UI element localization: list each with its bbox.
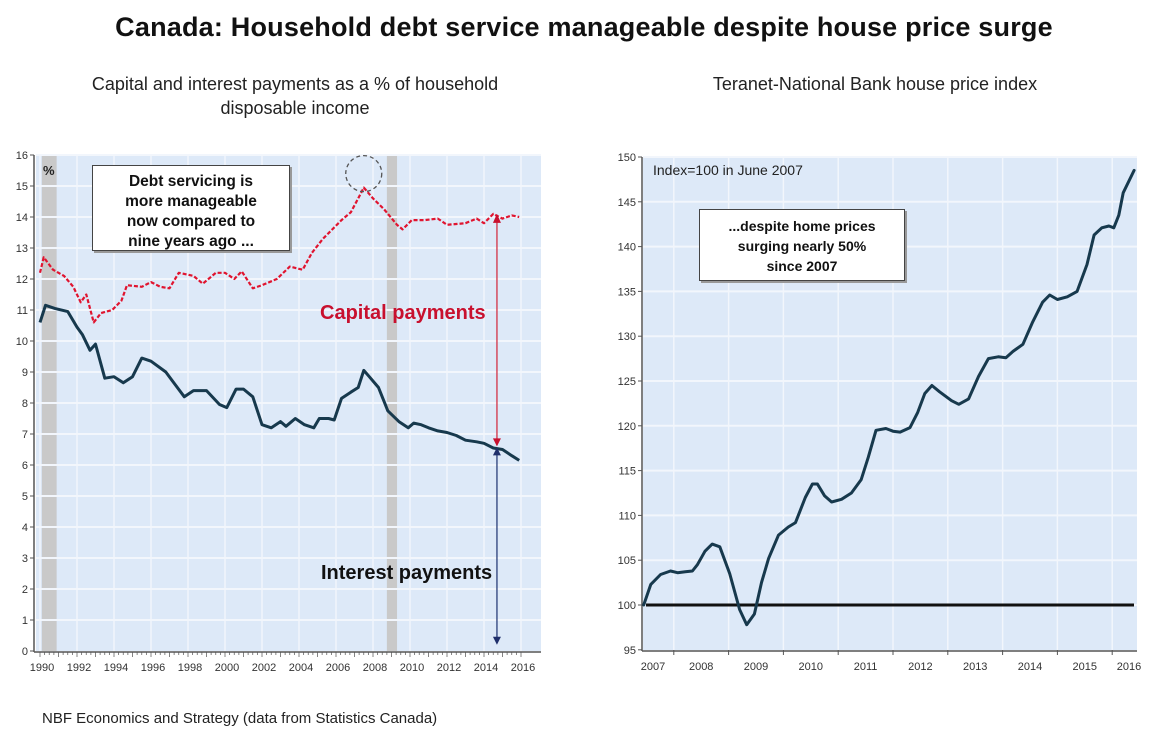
x-tick-label: 1992 (67, 662, 91, 674)
y-tick-label: 150 (618, 152, 636, 164)
x-tick-label: 2013 (963, 661, 987, 673)
main-title: Canada: Household debt service manageabl… (115, 12, 1053, 42)
x-tick-label: 2012 (437, 662, 461, 674)
right-annotation-line-3: since 2007 (766, 258, 838, 274)
left-annotation-line-1: Debt servicing is (128, 173, 254, 190)
x-tick-label: 2007 (641, 661, 665, 673)
x-tick-label: 2012 (908, 661, 932, 673)
x-tick-label: 2014 (1018, 661, 1042, 673)
x-tick-label: 2010 (799, 661, 823, 673)
interest-payments-label: Interest payments (321, 562, 493, 584)
capital-arrow-head-up (492, 213, 501, 223)
y-tick-label: 10 (16, 336, 28, 348)
capital-payments-label: Capital payments (320, 302, 486, 324)
left-annotation-line-3: now compared to (126, 213, 256, 230)
x-tick-label: 2016 (1117, 661, 1141, 673)
y-tick-label: 135 (618, 286, 636, 298)
left-annotation-box: Debt servicing is more manageable now co… (92, 165, 290, 251)
y-tick-label: 110 (618, 510, 636, 522)
y-tick-label: 4 (22, 522, 28, 534)
y-tick-label: 11 (17, 305, 28, 317)
right-annotation-line-2: surging nearly 50% (737, 238, 867, 254)
y-tick-label: 95 (624, 645, 636, 657)
x-tick-label: 1996 (141, 662, 165, 674)
y-tick-label: 140 (618, 242, 636, 254)
interest-payments-line (38, 303, 521, 462)
x-tick-label: 2014 (474, 662, 498, 674)
y-tick-label: 125 (618, 376, 636, 388)
y-tick-label: 6 (22, 460, 28, 472)
x-tick-label: 2000 (215, 662, 239, 674)
x-tick-label: 2008 (689, 661, 713, 673)
y-tick-label: 14 (16, 212, 28, 224)
capital-arrow-head-down (492, 438, 501, 447)
left-chart-title: Capital and interest payments as a % of … (20, 72, 570, 120)
interest-arrow-head-down (492, 636, 501, 645)
y-tick-label: 120 (618, 421, 636, 433)
capital-and-interest-line (38, 186, 520, 324)
y-tick-label: 12 (16, 274, 28, 286)
y-tick-label: 0 (22, 646, 28, 658)
x-tick-label: 2004 (289, 662, 313, 674)
y-tick-label: 2 (22, 584, 28, 596)
y-tick-label: 16 (16, 150, 28, 162)
x-tick-label: 2008 (363, 662, 387, 674)
left-annotation-line-2: more manageable (125, 193, 257, 210)
x-tick-label: 1990 (30, 662, 54, 674)
y-tick-label: 15 (16, 181, 28, 193)
y-tick-label: 145 (618, 197, 636, 209)
y-tick-label: 130 (618, 331, 636, 343)
right-annotation-line-1: ...despite home prices (728, 218, 876, 234)
x-tick-label: 2016 (511, 662, 535, 674)
interest-arrow-head-up (492, 447, 501, 456)
y-tick-label: 115 (618, 466, 636, 478)
x-tick-label: 1998 (178, 662, 202, 674)
left-chart-title-line-2: disposable income (220, 98, 370, 118)
y-tick-label: 1 (22, 615, 28, 627)
left-chart-title-line-1: Capital and interest payments as a % of … (91, 74, 499, 94)
source-footer: NBF Economics and Strategy (data from St… (42, 710, 438, 727)
peak-highlight-circle (345, 154, 383, 193)
y-tick-label: 3 (22, 553, 28, 565)
x-tick-label: 2015 (1073, 661, 1097, 673)
y-tick-label: 9 (22, 367, 28, 379)
x-tick-label: 1994 (104, 662, 128, 674)
y-tick-label: 13 (16, 243, 28, 255)
right-annotation-box: ...despite home prices surging nearly 50… (699, 209, 905, 281)
index-base-note: Index=100 in June 2007 (653, 162, 803, 178)
y-tick-label: 105 (618, 555, 636, 567)
left-y-unit-label: % (43, 163, 55, 178)
right-chart-title: Teranet-National Bank house price index (712, 74, 1038, 94)
x-tick-label: 2010 (400, 662, 424, 674)
y-tick-label: 100 (618, 600, 636, 612)
x-tick-label: 2011 (854, 661, 878, 673)
y-tick-label: 5 (22, 491, 28, 503)
left-annotation-line-4: nine years ago ... (128, 233, 254, 250)
x-tick-label: 2009 (744, 661, 768, 673)
y-tick-label: 8 (22, 398, 28, 410)
house-price-index-line (642, 168, 1136, 627)
x-tick-label: 2002 (252, 662, 276, 674)
y-tick-label: 7 (22, 429, 28, 441)
x-tick-label: 2006 (326, 662, 350, 674)
